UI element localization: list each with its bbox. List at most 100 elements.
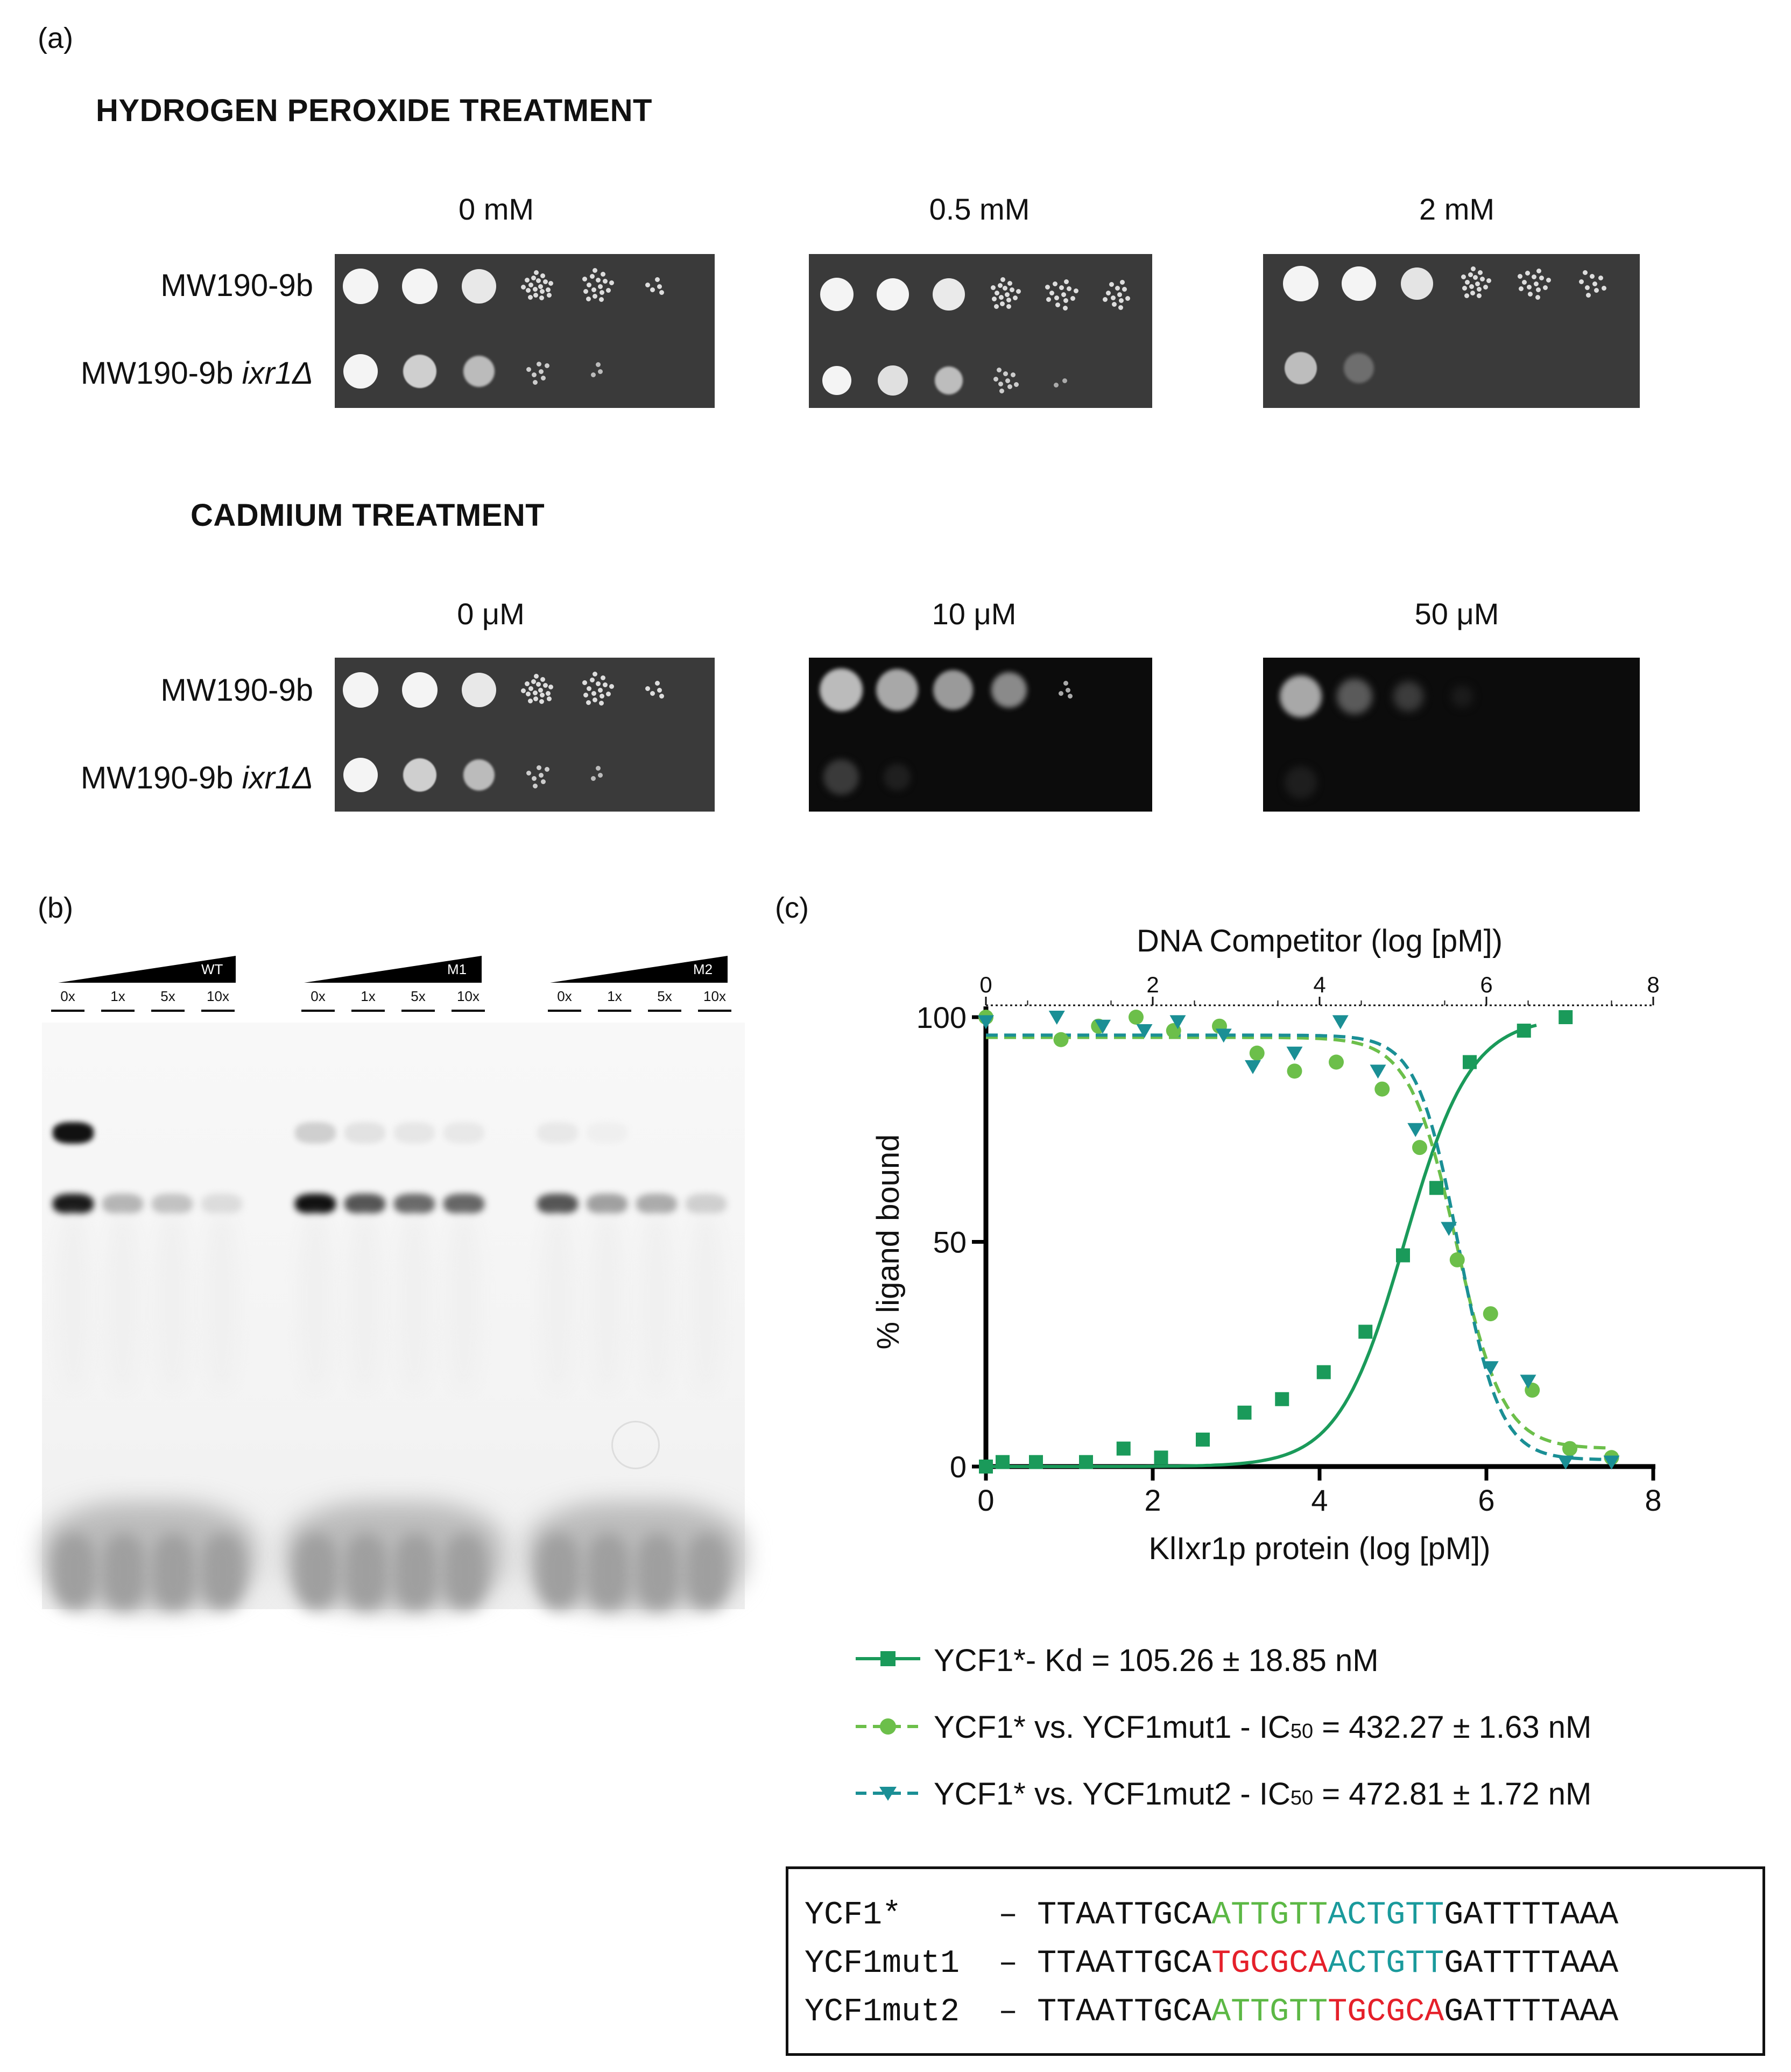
colony-spot [1517, 273, 1522, 279]
gel-band [394, 1534, 437, 1609]
gel-band [295, 1194, 336, 1214]
gel-band [537, 1194, 578, 1214]
data-point-square [1396, 1248, 1410, 1263]
data-point-triangle [1286, 1046, 1303, 1061]
colony-spot [1007, 384, 1012, 390]
data-point-triangle [1520, 1375, 1536, 1389]
colony-spot [1046, 297, 1051, 302]
colony-spot [591, 776, 596, 781]
colony-spot [1486, 278, 1491, 283]
colony-spot [999, 389, 1005, 394]
colony-spot [593, 268, 598, 273]
concentration-wedge [550, 956, 728, 983]
x-tick-label: 0 [977, 1483, 994, 1517]
colony-spot [541, 375, 546, 380]
colony-spot [1461, 274, 1466, 280]
legend-triangle-marker [879, 1787, 897, 1801]
gel-band [443, 1534, 486, 1609]
data-point-square [1358, 1324, 1373, 1339]
colony-spot [528, 699, 533, 704]
colony-spot [532, 286, 538, 292]
gel-band [344, 1122, 385, 1144]
gel-band [298, 1216, 333, 1389]
data-point-triangle [978, 1015, 994, 1030]
gel-band [537, 1122, 578, 1144]
x-tick-label: 6 [1478, 1483, 1494, 1517]
data-point-square [1429, 1181, 1443, 1195]
colony-spot [1539, 276, 1545, 281]
colony-spot [1285, 352, 1317, 384]
colony-spot [1468, 272, 1473, 277]
colony-spot [402, 269, 438, 304]
colony-spot [591, 372, 596, 378]
panel-c-label: (c) [775, 892, 809, 924]
colony-spot [533, 380, 538, 385]
gel-band [102, 1194, 143, 1214]
colony-spot [536, 682, 541, 687]
colony-spot [1534, 281, 1539, 286]
colony-spot [463, 759, 495, 791]
data-point-square [1029, 1455, 1043, 1469]
gel-band [394, 1194, 435, 1214]
top-tick-label: 8 [1647, 972, 1659, 997]
lane-underline [51, 1010, 84, 1012]
colony-spot [1393, 681, 1423, 711]
data-point-triangle [1482, 1361, 1499, 1376]
concentration-wedge [304, 956, 482, 983]
colony-spot [935, 367, 963, 394]
colony-spot [1064, 279, 1069, 284]
colony-spot [1469, 284, 1475, 290]
cd-title: CADMIUM TREATMENT [191, 498, 545, 533]
colony-spot [532, 690, 538, 695]
colony-spot [526, 771, 532, 776]
colony-spot [592, 697, 597, 702]
gel-band [537, 1534, 580, 1609]
data-point-square [979, 1460, 993, 1474]
top-tick-label: 6 [1480, 972, 1492, 997]
top-tick-label: 2 [1146, 972, 1159, 997]
gel-band [201, 1534, 244, 1609]
y-tick-label: 0 [950, 1450, 967, 1484]
legend-circle-marker [880, 1718, 896, 1735]
h2o2-title: HYDROGEN PEROXIDE TREATMENT [96, 93, 652, 128]
colony-spot [542, 683, 548, 688]
colony-spot [1546, 277, 1552, 283]
sequence-name: YCF1mut1 [805, 1946, 979, 1982]
plate-h2o2-2mM [1263, 254, 1640, 408]
lane-underline [548, 1010, 581, 1012]
x-tick-label: 4 [1311, 1483, 1328, 1517]
y-axis-title: % ligand bound [871, 1134, 906, 1350]
colony-spot [595, 277, 601, 283]
colony-spot [1535, 295, 1540, 300]
data-point-circle [1129, 1010, 1144, 1025]
h2o2-conc-2: 2 mM [1419, 192, 1494, 226]
sequence-segment: ACTGTT [1328, 1897, 1444, 1934]
colony-spot [1592, 281, 1597, 286]
x-tick-label: 2 [1144, 1483, 1161, 1517]
colony-spot [540, 693, 545, 698]
colony-spot [1476, 293, 1482, 299]
colony-spot [538, 687, 544, 693]
colony-spot [531, 372, 537, 378]
gel-band [155, 1216, 189, 1389]
colony-spot [1067, 286, 1072, 292]
colony-spot [994, 304, 999, 309]
lane-label: 1x [110, 988, 125, 1004]
panel-a-label: (a) [38, 22, 73, 54]
colony-spot [1062, 378, 1067, 383]
colony-spot [1110, 295, 1116, 300]
legend-square-marker [880, 1651, 896, 1666]
gel-band [152, 1534, 195, 1609]
legend-entry-3: YCF1* vs. YCF1mut2 - IC50 = 472.81 ± 1.7… [934, 1777, 1592, 1812]
colony-spot [533, 673, 539, 679]
data-point-circle [1329, 1054, 1344, 1070]
colony-spot [1053, 281, 1058, 287]
gel-band [587, 1122, 627, 1144]
colony-spot [1283, 266, 1318, 301]
colony-spot [533, 696, 539, 701]
colony-spot [1105, 290, 1111, 295]
colony-spot [533, 292, 539, 298]
wedge-label-m2: M2 [693, 961, 713, 977]
colony-spot [1477, 270, 1483, 275]
gel-band [102, 1534, 145, 1609]
